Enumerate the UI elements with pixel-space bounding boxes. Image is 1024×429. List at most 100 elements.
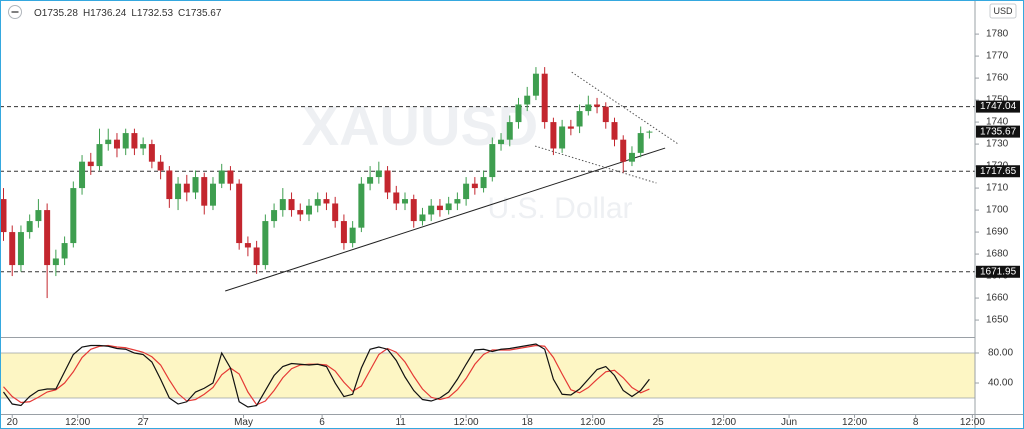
candle-body bbox=[305, 205, 312, 215]
x-tick-label: 8 bbox=[913, 417, 919, 428]
candle-body bbox=[402, 199, 409, 204]
candle-body bbox=[489, 144, 496, 178]
candle-body bbox=[349, 227, 356, 244]
candle-body bbox=[550, 122, 557, 149]
candle-body bbox=[253, 247, 260, 266]
candle-body bbox=[419, 214, 426, 222]
candle-body bbox=[26, 221, 33, 233]
x-tick-label: 6 bbox=[319, 417, 325, 428]
candle-body bbox=[105, 139, 112, 145]
candle-body bbox=[131, 133, 138, 149]
candle-body bbox=[209, 183, 216, 206]
level-label: 1671.95 bbox=[980, 266, 1017, 277]
candle-body bbox=[166, 170, 173, 200]
x-tick-label: 12:00 bbox=[960, 417, 985, 428]
y-tick-label: 1680 bbox=[986, 249, 1009, 260]
candle-body bbox=[70, 188, 77, 244]
candle-body bbox=[576, 111, 583, 127]
x-tick-label: 12:00 bbox=[711, 417, 736, 428]
candle-body bbox=[314, 199, 321, 206]
x-tick-label: 12:00 bbox=[454, 417, 479, 428]
watermark-description: U.S. Dollar bbox=[487, 192, 632, 225]
candle-body bbox=[384, 170, 391, 193]
level-label: 1747.04 bbox=[980, 101, 1017, 112]
y-tick-label: 1650 bbox=[986, 315, 1009, 326]
x-tick-label: 12:00 bbox=[580, 417, 605, 428]
candle-body bbox=[0, 199, 7, 233]
candle-body bbox=[594, 104, 601, 107]
ohlc-value: 1732.53 bbox=[137, 8, 174, 19]
candle-body bbox=[559, 126, 566, 149]
x-tick-label: Jun bbox=[781, 417, 797, 428]
header: O1735.28 H1736.24 L1732.53 C1735.67 USD bbox=[8, 3, 1017, 19]
candle-body bbox=[410, 199, 417, 222]
candle-body bbox=[515, 104, 522, 123]
candle-body bbox=[288, 199, 295, 211]
ohlc-label: L bbox=[131, 8, 137, 19]
candle-body bbox=[358, 183, 365, 228]
level-label-box bbox=[976, 265, 1020, 278]
candle-body bbox=[498, 139, 505, 145]
candle-body bbox=[602, 106, 609, 123]
candle-body bbox=[113, 139, 120, 149]
candle-body bbox=[323, 199, 330, 204]
candle-body bbox=[480, 177, 487, 189]
x-tick-label: 20 bbox=[7, 417, 19, 428]
candle-body bbox=[17, 232, 24, 266]
candle-body bbox=[637, 133, 644, 153]
candle-body bbox=[79, 161, 86, 189]
candle-body bbox=[61, 243, 68, 259]
candle-body bbox=[524, 95, 531, 105]
candle-body bbox=[506, 122, 513, 140]
candle-body bbox=[585, 104, 592, 112]
candle-body bbox=[192, 177, 199, 193]
candle-body bbox=[87, 161, 94, 167]
candle-body bbox=[271, 210, 278, 222]
x-tick-label: 27 bbox=[138, 417, 150, 428]
candle-body bbox=[628, 152, 635, 162]
candle-body bbox=[35, 210, 42, 222]
currency-button[interactable] bbox=[989, 3, 1017, 19]
last-price-label-box bbox=[976, 125, 1020, 138]
y-tick-label: 1730 bbox=[986, 139, 1009, 150]
y-tick-label: 1700 bbox=[986, 205, 1009, 216]
x-tick-label: 18 bbox=[522, 417, 534, 428]
candle-body bbox=[201, 177, 208, 206]
trend-line bbox=[571, 71, 679, 145]
trend-line bbox=[225, 147, 666, 292]
ohlc-value: 1736.24 bbox=[90, 8, 127, 19]
candle-body bbox=[393, 192, 400, 204]
candle-body bbox=[140, 144, 147, 149]
candle-body bbox=[463, 183, 470, 200]
watermark-symbol: XAUUSD bbox=[302, 94, 538, 157]
level-label-box bbox=[976, 100, 1020, 113]
candle-body bbox=[567, 126, 574, 129]
candle-body bbox=[340, 221, 347, 244]
last-price-label: 1735.67 bbox=[980, 126, 1017, 137]
candle-body bbox=[122, 133, 129, 149]
candle-body bbox=[218, 170, 225, 184]
candle-body bbox=[436, 205, 443, 211]
y-tick-label: 1780 bbox=[986, 29, 1009, 40]
y2-tick-label: 40.00 bbox=[988, 378, 1013, 389]
plot bbox=[0, 67, 975, 408]
candle-body bbox=[262, 221, 269, 266]
y-tick-label: 1740 bbox=[986, 117, 1009, 128]
y-tick-label: 1660 bbox=[986, 293, 1009, 304]
ohlc-label: O bbox=[34, 8, 42, 19]
ohlc-value: 1735.67 bbox=[185, 8, 222, 19]
candle-body bbox=[96, 144, 103, 167]
stoch-line bbox=[3, 343, 650, 408]
level-label: 1717.65 bbox=[980, 166, 1017, 177]
ohlc-label: H bbox=[83, 8, 90, 19]
candle-body bbox=[454, 199, 461, 204]
y-tick-label: 1770 bbox=[986, 51, 1009, 62]
band bbox=[0, 353, 975, 399]
currency-label: USD bbox=[993, 6, 1013, 16]
x-tick-label: 12:00 bbox=[842, 417, 867, 428]
ohlc-readout: O1735.28 H1736.24 L1732.53 C1735.67 bbox=[34, 8, 222, 19]
candle-body bbox=[532, 73, 539, 96]
candle-body bbox=[244, 243, 251, 248]
ohlc-value: 1735.28 bbox=[42, 8, 79, 19]
